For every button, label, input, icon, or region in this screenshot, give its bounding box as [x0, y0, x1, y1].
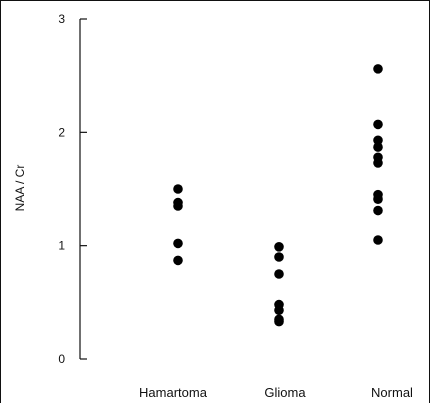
data-point-glioma-3	[274, 269, 284, 279]
y-tick-label-2: 2	[58, 125, 65, 139]
data-point-normal-8	[373, 194, 383, 204]
y-tick-label-0: 0	[58, 352, 65, 366]
data-point-hamartoma-5	[173, 255, 183, 266]
data-point-normal-3	[373, 135, 383, 146]
data-point-normal-10	[373, 235, 383, 245]
data-points	[173, 64, 383, 327]
x-category-label-normal: Normal	[371, 385, 413, 400]
data-point-glioma-1	[274, 242, 284, 252]
data-point-hamartoma-4	[173, 238, 183, 249]
data-point-glioma-7	[274, 316, 284, 327]
y-tick-label-1: 1	[58, 239, 65, 253]
data-point-normal-9	[373, 205, 383, 216]
y-tick-label-3: 3	[58, 12, 65, 26]
data-point-normal-6	[373, 158, 383, 168]
x-category-label-glioma: Glioma	[264, 385, 306, 400]
data-point-glioma-2	[274, 252, 284, 262]
data-point-normal-2	[373, 119, 383, 130]
data-point-glioma-5	[274, 305, 284, 316]
y-ticks: 0 1 2 3	[58, 12, 87, 366]
x-category-label-hamartoma: Hamartoma	[139, 385, 208, 400]
data-point-normal-4	[373, 142, 383, 152]
data-point-normal-1	[373, 64, 383, 74]
data-point-hamartoma-1	[173, 184, 183, 194]
y-axis-title: NAA / Cr	[13, 165, 27, 212]
data-point-hamartoma-3	[173, 201, 183, 211]
